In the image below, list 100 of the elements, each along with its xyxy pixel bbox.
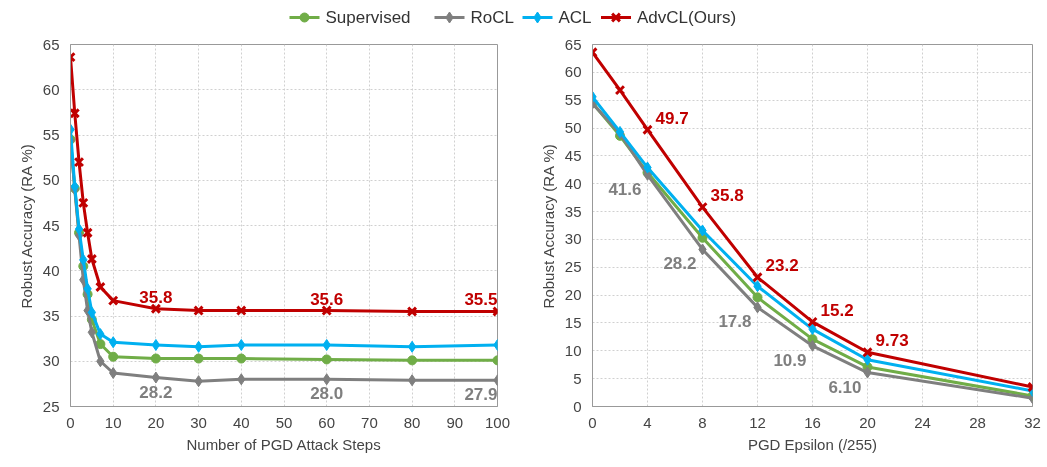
y-tick-label: 45 <box>42 216 60 234</box>
data-label: 35.6 <box>310 289 344 309</box>
x-axis-title: Number of PGD Attack Steps <box>186 435 381 453</box>
point <box>87 326 97 339</box>
x-tick-label: 0 <box>66 413 75 431</box>
y-tick-label: 30 <box>42 352 60 370</box>
point <box>406 306 418 317</box>
point <box>642 124 653 136</box>
x-tick-label: 16 <box>804 413 821 431</box>
data-label: 17.8 <box>718 312 752 332</box>
data-label: 35.5 <box>464 290 498 310</box>
point <box>73 156 85 168</box>
data-label: 10.9 <box>773 350 807 370</box>
point <box>321 305 333 316</box>
point <box>193 353 204 364</box>
x-tick-label: 24 <box>914 413 931 431</box>
x-axis-title: PGD Epsilon (/255) <box>747 435 878 453</box>
data-label: 28.2 <box>663 254 697 274</box>
point <box>95 281 106 293</box>
y-tick-label: 55 <box>42 126 60 143</box>
data-label: 9.73 <box>875 331 909 351</box>
point <box>150 303 162 315</box>
data-label: 6.10 <box>828 377 862 397</box>
y-axis-title: Robust Accuracy (RA %) <box>539 144 557 309</box>
x-tick-label: 30 <box>190 413 207 431</box>
point <box>407 340 417 353</box>
y-tick-label: 40 <box>42 261 60 279</box>
x-tick-label: 50 <box>275 413 293 431</box>
data-label: 28.2 <box>139 382 173 402</box>
y-tick-label: 35 <box>42 307 60 324</box>
y-tick-label: 65 <box>564 35 582 53</box>
y-tick-label: 55 <box>564 91 582 109</box>
x-tick-label: 8 <box>698 413 707 431</box>
x-tick-label: 10 <box>104 413 122 431</box>
x-tick-label: 28 <box>969 413 986 431</box>
point <box>150 353 161 364</box>
data-label: 35.8 <box>139 287 173 307</box>
legend-label: AdvCL(Ours) <box>637 8 737 27</box>
point <box>151 338 161 351</box>
x-tick-label: 20 <box>147 413 165 431</box>
data-label: 15.2 <box>820 300 854 320</box>
point <box>95 339 106 350</box>
x-tick-label: 12 <box>749 413 766 431</box>
y-tick-label: 60 <box>564 63 582 81</box>
x-tick-label: 4 <box>643 413 652 431</box>
y-tick-label: 40 <box>564 174 582 192</box>
point <box>86 253 98 265</box>
data-label: 41.6 <box>608 179 642 199</box>
y-tick-label: 60 <box>42 80 60 98</box>
legend-label: RoCL <box>470 8 514 27</box>
point <box>70 107 81 119</box>
y-tick-label: 0 <box>573 397 582 415</box>
x-tick-label: 90 <box>446 413 464 431</box>
point <box>407 374 417 387</box>
point <box>108 351 119 362</box>
point <box>107 295 119 306</box>
y-tick-label: 65 <box>42 35 60 53</box>
point <box>862 346 873 358</box>
point <box>74 223 84 236</box>
y-tick-label: 45 <box>564 146 582 164</box>
data-label: 35.8 <box>710 186 744 206</box>
x-tick-label: 60 <box>318 413 336 431</box>
point <box>321 354 332 365</box>
y-tick-label: 10 <box>564 341 582 359</box>
data-label: 23.2 <box>765 256 799 276</box>
point <box>807 316 818 328</box>
point <box>77 197 89 209</box>
y-tick-label: 30 <box>564 230 582 248</box>
y-tick-label: 50 <box>564 119 582 137</box>
x-tick-label: 80 <box>403 413 421 431</box>
point <box>193 305 204 316</box>
point <box>752 292 763 303</box>
point <box>236 353 247 364</box>
y-tick-label: 20 <box>564 286 582 304</box>
x-tick-label: 100 <box>484 413 511 431</box>
point <box>614 84 626 96</box>
y-tick-label: 35 <box>564 202 582 220</box>
data-label: 28.0 <box>310 384 344 404</box>
y-tick-label: 15 <box>564 313 582 331</box>
y-tick-label: 50 <box>42 171 60 189</box>
data-label: 27.9 <box>464 385 498 405</box>
point <box>82 227 93 239</box>
point <box>752 271 763 283</box>
legend-label: ACL <box>558 8 592 27</box>
x-tick-label: 70 <box>361 413 378 431</box>
x-tick-label: 40 <box>232 413 250 431</box>
point <box>151 371 161 384</box>
point <box>697 201 708 213</box>
x-tick-label: 0 <box>588 413 597 431</box>
x-tick-label: 32 <box>1024 413 1041 431</box>
y-tick-label: 25 <box>42 397 60 415</box>
y-tick-label: 5 <box>573 369 582 387</box>
legend-label: Supervised <box>325 8 411 27</box>
y-axis-title: Robust Accuracy (RA %) <box>17 144 35 309</box>
x-tick-label: 20 <box>859 413 876 431</box>
y-tick-label: 25 <box>564 258 582 276</box>
point <box>87 306 97 319</box>
point <box>235 305 247 316</box>
point <box>407 355 418 366</box>
data-label: 49.7 <box>655 108 689 128</box>
